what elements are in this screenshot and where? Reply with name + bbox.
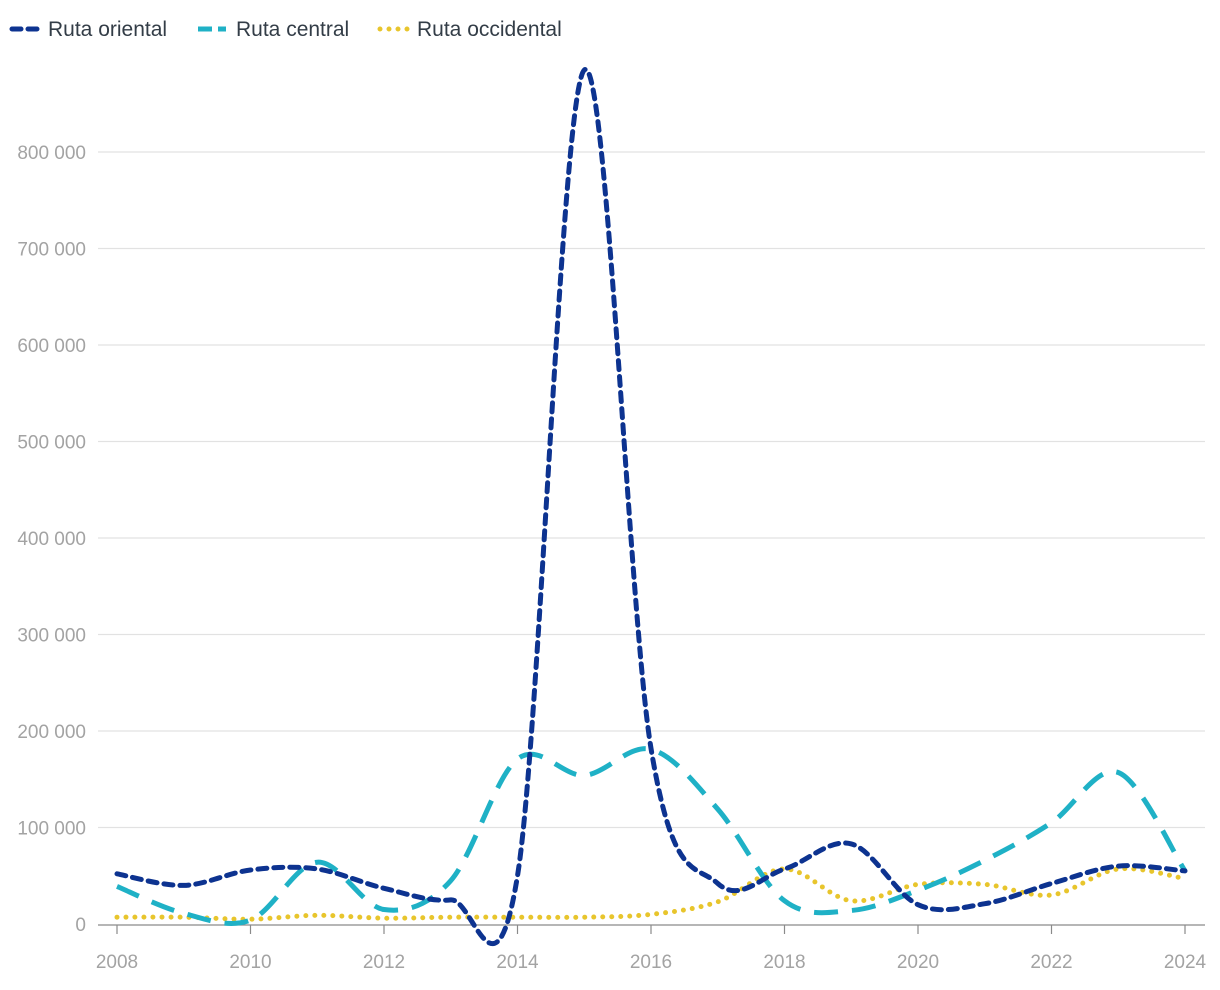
y-axis-ticks: 0 100 000 200 000 300 000 400 000 500 000 600 … bbox=[17, 143, 86, 936]
legend-label-ruta-central: Ruta central bbox=[236, 18, 349, 41]
legend-label-ruta-occidental: Ruta occidental bbox=[417, 18, 562, 41]
x-tick-label: 2018 bbox=[763, 952, 805, 973]
x-tick-label: 2020 bbox=[897, 952, 939, 973]
y-tick-label: 0 bbox=[75, 915, 86, 936]
legend: Ruta oriental Ruta central Ruta occidental bbox=[9, 18, 562, 41]
x-tick-label: 2012 bbox=[363, 952, 405, 973]
y-tick-label: 400 000 bbox=[17, 529, 86, 550]
x-tick-label: 2022 bbox=[1030, 952, 1072, 973]
x-tick-label: 2014 bbox=[496, 952, 539, 973]
x-axis: 2008 2010 2012 2014 2016 2018 2020 2022 2024 bbox=[96, 924, 1207, 973]
x-tick-label: 2024 bbox=[1164, 952, 1207, 973]
series-line-ruta-occidental bbox=[114, 866, 1188, 922]
x-tick-label: 2016 bbox=[630, 952, 672, 973]
series-lines bbox=[114, 67, 1188, 946]
y-tick-label: 100 000 bbox=[17, 819, 86, 840]
y-tick-label: 500 000 bbox=[17, 433, 86, 454]
series-line-ruta-oriental bbox=[114, 67, 1188, 946]
y-tick-label: 300 000 bbox=[17, 626, 86, 647]
y-tick-label: 800 000 bbox=[17, 143, 86, 164]
y-tick-label: 200 000 bbox=[17, 722, 86, 743]
gridlines bbox=[98, 151, 1205, 829]
y-tick-label: 700 000 bbox=[17, 240, 86, 261]
legend-label-ruta-oriental: Ruta oriental bbox=[48, 18, 167, 41]
x-tick-label: 2010 bbox=[229, 952, 271, 973]
series-line-ruta-central bbox=[116, 746, 1188, 926]
x-tick-label: 2008 bbox=[96, 952, 138, 973]
y-tick-label: 600 000 bbox=[17, 336, 86, 357]
